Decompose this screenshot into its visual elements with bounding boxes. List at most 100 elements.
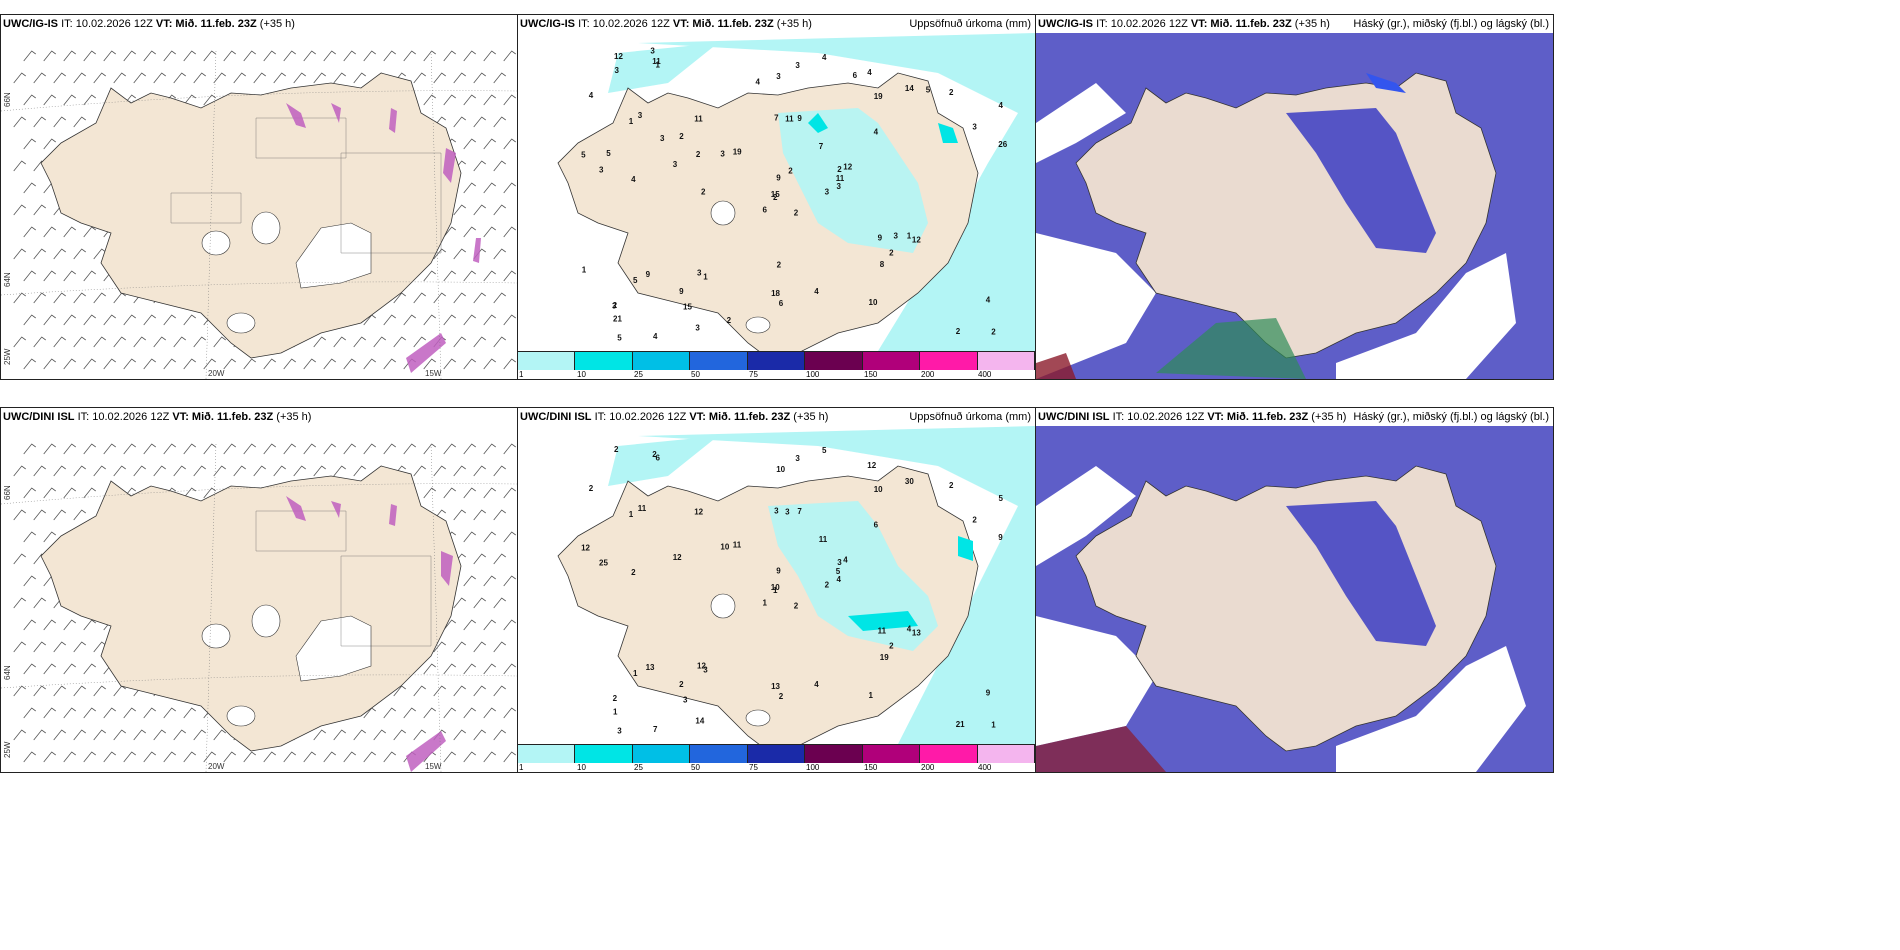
precip-value-label: 11 (785, 115, 794, 124)
wind-barb (163, 707, 176, 719)
precip-value-label: 5 (617, 333, 622, 342)
wind-barb (453, 465, 466, 477)
wind-barb (73, 336, 86, 348)
panel-top-precip: UWC/IG-IS IT: 10.02.2026 12Z VT: Mið. 11… (517, 14, 1036, 380)
precip-map[interactable]: 2 1 1 2 3 3 12 7 10 2 6 1 2 5 1 6 7 3 11 13 11 1 3 3 4 13 11 10 25 11… (518, 426, 1035, 744)
wind-barb (423, 443, 436, 455)
precip-value-label: 25 (599, 559, 608, 568)
wind-barb (53, 336, 66, 348)
wind-barb (503, 358, 516, 370)
precip-value-label: 2 (788, 166, 793, 175)
wind-barb (283, 358, 296, 370)
wind-barb (103, 358, 116, 370)
precip-value-label: 2 (589, 484, 594, 493)
precip-value-label: 11 (694, 115, 703, 124)
wind-barb (163, 443, 176, 455)
legend-tick: 75 (749, 370, 758, 379)
wind-barb (403, 50, 416, 62)
wind-barb (463, 358, 476, 370)
wind-barb (83, 751, 96, 763)
precip-value-label: 5 (836, 567, 841, 576)
precip-value-label: 15 (683, 302, 692, 311)
wind-barb (203, 487, 216, 499)
wind-barb (63, 619, 76, 631)
legend-swatch (575, 745, 633, 763)
wind-barb (323, 50, 336, 62)
wind-barb (53, 116, 66, 128)
wind-barb (213, 72, 226, 84)
wind-barb (83, 443, 96, 455)
wind-barb (433, 685, 446, 697)
wind-barb (133, 465, 146, 477)
wind-barb (43, 94, 56, 106)
precip-value-label: 1 (613, 708, 618, 717)
cloud-map[interactable] (1036, 426, 1553, 772)
wind-barb (143, 707, 156, 719)
precip-value-label: 3 (695, 323, 700, 332)
wind-barb (493, 204, 506, 216)
wind-barb (493, 336, 506, 348)
precip-value-label: 1 (907, 232, 912, 241)
precip-value-label: 11 (836, 174, 845, 183)
precip-value-label: 2 (949, 88, 954, 97)
wind-barb (493, 248, 506, 260)
precip-map[interactable]: 2 1 2 2 2 1 4 9 19 3 1 2 4 4 6 4 4 7 7 9 19 21 15 11 12 12 3 3 3 9 26 1… (518, 33, 1035, 351)
wind-barb (503, 443, 516, 455)
precip-value-label: 11 (878, 627, 887, 636)
wind-barb (263, 358, 276, 370)
cloud-map[interactable] (1036, 33, 1553, 379)
wind-barb (483, 50, 496, 62)
wind-barb (463, 663, 476, 675)
wind-barb (13, 204, 26, 216)
precip-value-label: 3 (697, 268, 702, 277)
wind-barb (483, 226, 496, 238)
wind-barb (83, 94, 96, 106)
wind-barb (113, 336, 126, 348)
precip-value-label: 10 (776, 465, 785, 474)
wind-map[interactable] (1, 33, 517, 379)
precip-value-label: 3 (650, 46, 655, 55)
precip-value-label: 7 (797, 507, 802, 516)
legend-swatch (518, 745, 576, 763)
wind-barb (193, 465, 206, 477)
wind-barb (383, 707, 396, 719)
legend-tick: 75 (749, 763, 758, 772)
wind-barb (463, 531, 476, 543)
wind-barb (203, 443, 216, 455)
wind-barb (83, 619, 96, 631)
panel-title: Uppsöfnuð úrkoma (mm) (909, 411, 1031, 423)
precip-value-labels: 2112331271026125167311131113341311102511… (581, 445, 1003, 735)
wind-barb (203, 358, 216, 370)
panel-header: UWC/DINI ISL IT: 10.02.2026 12Z VT: Mið.… (520, 408, 828, 426)
lat-label-64: 64N (3, 665, 12, 680)
wind-map[interactable] (1, 426, 517, 772)
wind-barb (423, 358, 436, 370)
precip-value-label: 12 (843, 163, 852, 172)
wind-barb (23, 531, 36, 543)
wind-barb (173, 465, 186, 477)
wind-barb (353, 336, 366, 348)
precip-value-label: 2 (613, 301, 618, 310)
precip-value-label: 2 (613, 694, 618, 703)
wind-barb (503, 50, 516, 62)
wind-barb (83, 226, 96, 238)
wind-barb (43, 619, 56, 631)
precip-value-label: 6 (763, 206, 768, 215)
wind-barb (53, 641, 66, 653)
model-label: UWC/DINI ISL (1038, 411, 1110, 423)
wind-barb (23, 751, 36, 763)
wind-barb (13, 248, 26, 260)
wind-barb (423, 94, 436, 106)
wind-barb (503, 138, 516, 150)
wind-barb (263, 751, 276, 763)
wind-barb (83, 487, 96, 499)
precip-value-label: 3 (599, 166, 604, 175)
wind-barb (33, 204, 46, 216)
precip-value-label: 14 (905, 84, 914, 93)
wind-barb (33, 509, 46, 521)
wind-barb (33, 292, 46, 304)
precip-value-label: 11 (652, 57, 661, 66)
precip-value-label: 8 (880, 260, 885, 269)
wind-barb (43, 270, 56, 282)
wind-barb (473, 597, 486, 609)
